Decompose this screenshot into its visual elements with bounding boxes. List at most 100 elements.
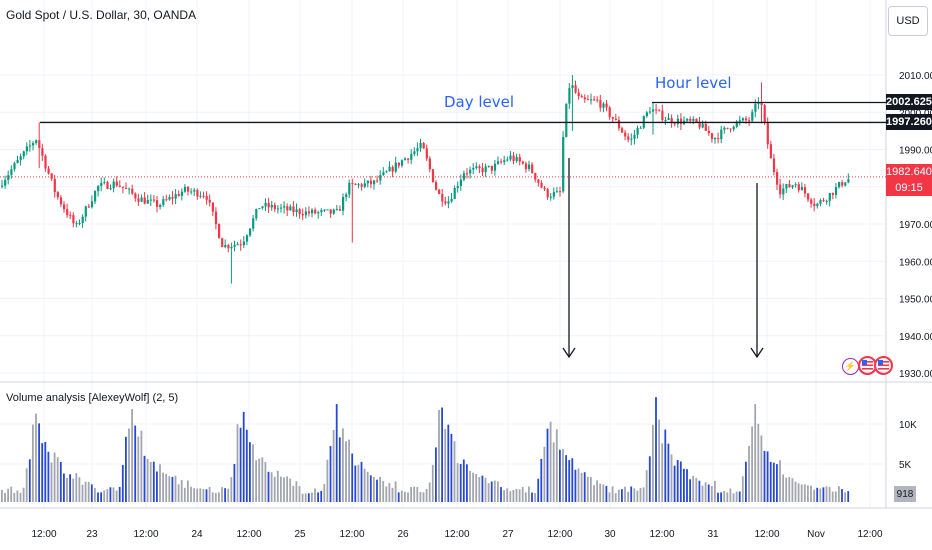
candle-body [224, 245, 227, 248]
day-level-price-label: 1997.260 [886, 114, 932, 130]
volume-bar [317, 492, 319, 502]
volume-bar [307, 493, 310, 502]
volume-bar [605, 485, 608, 502]
candle-body [726, 127, 729, 129]
volume-bar [385, 486, 388, 502]
volume-bar [549, 421, 552, 502]
candle-body [174, 194, 177, 199]
volume-bar [211, 492, 214, 502]
candle-body [273, 204, 276, 210]
currency-button[interactable]: USD [888, 6, 928, 36]
volume-bar [32, 424, 34, 502]
candle-body [252, 218, 255, 229]
volume-bar [565, 455, 567, 502]
volume-bar [590, 477, 592, 502]
candle-body [307, 211, 311, 214]
volume-bar [270, 472, 273, 502]
candle-body [382, 172, 385, 175]
candle-body [363, 183, 366, 187]
candle-body [648, 111, 652, 113]
candle-body [531, 164, 534, 173]
volume-bar [87, 481, 90, 502]
time-tick-label: Nov [807, 529, 825, 540]
price-tick-label: 1950.000 [899, 295, 932, 306]
volume-bar [16, 490, 19, 502]
volume-bar [388, 483, 391, 502]
candle-body [428, 158, 431, 170]
volume-bar [844, 492, 846, 502]
volume-bar [379, 476, 381, 502]
volume-bar [304, 493, 307, 502]
volume-bar [779, 460, 781, 502]
volume-bar [543, 446, 546, 502]
candle-body [190, 191, 193, 193]
time-tick-label: 23 [86, 529, 98, 540]
price-tick-label: 2000.000 [899, 108, 932, 119]
time-tick-label: 12:00 [444, 529, 469, 540]
candle-body [776, 172, 779, 185]
indicator-title: Volume analysis [AlexeyWolf] (2, 5) [6, 392, 179, 404]
candle-body [41, 148, 44, 156]
volume-bar [611, 486, 614, 502]
candle-body [794, 184, 797, 186]
volume-bar [729, 488, 732, 502]
volume-bar [636, 490, 639, 502]
volume-bar [435, 447, 437, 502]
volume-bar [624, 486, 626, 502]
candle-body [193, 190, 196, 192]
candle-body [707, 130, 710, 134]
candle-body [13, 163, 16, 170]
hour-level-annotation: Hour level [655, 74, 732, 92]
candle-body [679, 118, 683, 125]
volume-bar [785, 477, 788, 502]
volume-bar [224, 488, 226, 502]
volume-bar [397, 492, 400, 502]
volume-bar [639, 487, 642, 502]
volume-bar [661, 443, 664, 502]
volume-bar [283, 477, 285, 502]
volume-bar [227, 488, 230, 502]
volume-bar [177, 484, 180, 502]
volume-bar [714, 480, 716, 502]
volume-bar [593, 485, 595, 502]
volume-bar [249, 442, 251, 502]
volume-bar [828, 486, 831, 502]
lightning-icon[interactable]: ⚡ [842, 358, 859, 375]
candle-body [723, 127, 726, 130]
candle-body [459, 179, 462, 187]
candle-body [779, 184, 782, 195]
candle-body [583, 97, 586, 100]
candle-body [38, 140, 41, 149]
candle-body [568, 88, 571, 104]
volume-bar [298, 486, 301, 502]
candle-body [338, 209, 342, 211]
candle-body [803, 187, 807, 194]
candle-body [518, 157, 521, 162]
volume-bar [400, 490, 403, 502]
volume-bar [710, 486, 713, 502]
volume-bar [97, 492, 99, 502]
candle-body [410, 154, 413, 160]
candle-body [121, 186, 125, 188]
candle-body [81, 216, 84, 224]
volume-bar [614, 493, 617, 502]
candle-body [800, 187, 803, 191]
candle-body [630, 138, 633, 140]
volume-bar [704, 482, 707, 502]
candle-body [261, 206, 264, 209]
volume-bar [472, 472, 474, 502]
volume-bar [664, 429, 667, 502]
bar-countdown: 09:15 [895, 182, 923, 194]
volume-bar [803, 484, 806, 502]
us-flag-icon[interactable] [874, 356, 893, 375]
volume-bar [103, 490, 106, 502]
candle-body [317, 212, 320, 214]
candle-body [555, 191, 559, 193]
candle-body [345, 194, 348, 197]
candle-body [211, 202, 214, 212]
candle-body [183, 186, 187, 192]
candle-body [593, 99, 596, 101]
candle-body [258, 208, 261, 210]
candle-body [580, 96, 583, 98]
